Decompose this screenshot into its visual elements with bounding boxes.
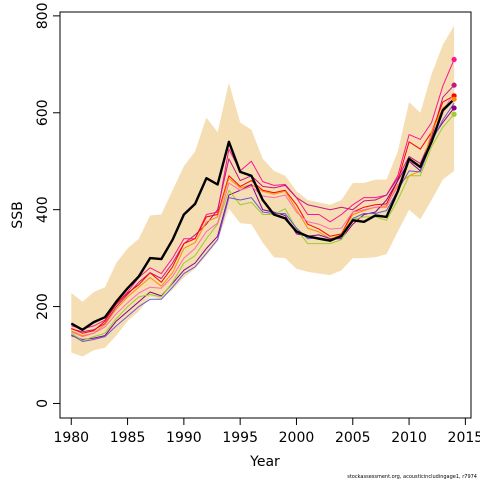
series-endpoint-3 <box>451 82 457 88</box>
series-endpoint-5 <box>451 96 457 102</box>
y-tick-label: 400 <box>35 196 51 223</box>
series-endpoint-6 <box>451 105 457 111</box>
y-axis: 0 200 400 600 800 <box>35 3 60 408</box>
y-tick-label: 800 <box>35 3 51 30</box>
x-tick-label: 1985 <box>110 430 146 446</box>
x-tick-label: 1990 <box>166 430 202 446</box>
series-line-8 <box>71 93 455 338</box>
y-tick-label: 200 <box>35 293 51 320</box>
series-line-7 <box>71 113 455 341</box>
x-tick-label: 2015 <box>448 430 480 446</box>
series-line-1 <box>70 98 455 331</box>
series-line-6 <box>71 107 455 340</box>
x-tick-label: 1995 <box>222 430 258 446</box>
x-tick-label: 2000 <box>279 430 315 446</box>
x-axis: 1980 1985 1990 1995 2000 2005 2010 2015 <box>53 418 480 446</box>
series-endpoint-2 <box>451 56 457 63</box>
x-tick-label: 2010 <box>391 430 427 446</box>
series-line-4 <box>71 95 455 334</box>
x-tick-label: 1980 <box>53 430 89 446</box>
plot-frame <box>59 11 472 419</box>
y-axis-title: SSB <box>10 201 26 228</box>
series-layer <box>70 59 455 342</box>
footnote: stockassessment.org, acousticincludingag… <box>347 474 477 480</box>
x-tick-label: 2005 <box>335 430 371 446</box>
series-line-3 <box>71 84 455 333</box>
y-tick-label: 600 <box>35 99 51 126</box>
x-axis-title: Year <box>249 454 280 470</box>
y-tick-label: 0 <box>35 399 51 408</box>
series-line-9 <box>71 102 455 342</box>
series-endpoint-7 <box>451 111 457 117</box>
endpoint-layer <box>451 56 457 117</box>
